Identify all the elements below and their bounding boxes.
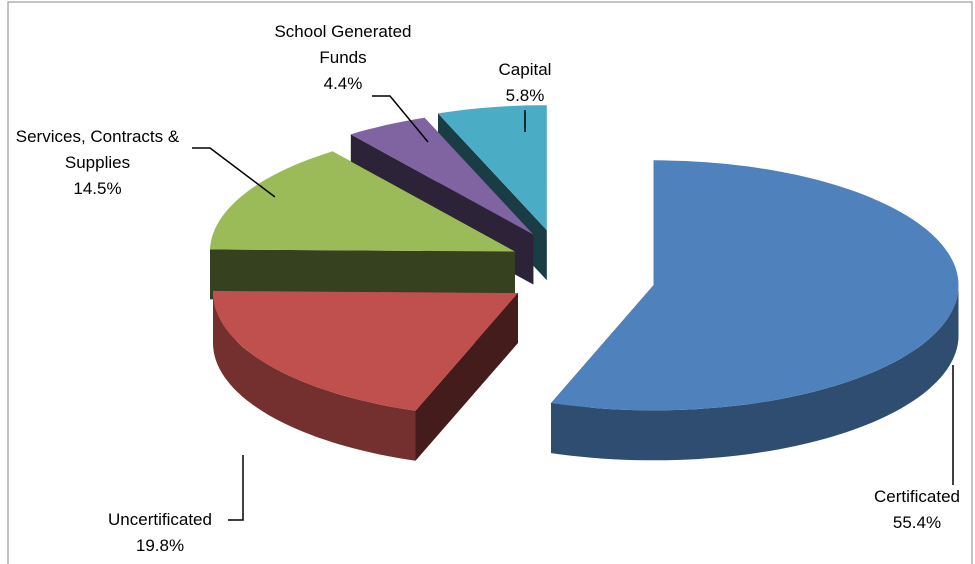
category-label: Capital [498, 60, 552, 79]
value-label: 4.4% [323, 74, 363, 93]
category-label: School Generated Funds [274, 22, 412, 67]
slice [350, 117, 534, 235]
data-label: School Generated Funds 4.4% [253, 19, 433, 97]
slice [213, 290, 518, 411]
value-label: 5.8% [505, 86, 545, 105]
data-label: Capital 5.8% [455, 57, 595, 109]
leader-line [372, 95, 429, 143]
slice-side [551, 285, 959, 461]
chart-frame [7, 1, 973, 564]
value-label: 14.5% [73, 179, 122, 198]
data-label: Services, Contracts & Supplies 14.5% [5, 124, 190, 202]
leader-line [192, 147, 276, 198]
category-label: Certificated [874, 487, 960, 506]
slice [210, 151, 515, 252]
data-label: Certificated 55.4% [842, 484, 975, 536]
slice [551, 160, 959, 411]
category-label: Services, Contracts & Supplies [15, 127, 180, 172]
data-label: Uncertificated 19.8% [60, 507, 260, 559]
leader-line [228, 455, 244, 521]
slice [438, 105, 547, 231]
value-label: 55.4% [892, 513, 942, 532]
slice-side [213, 293, 416, 461]
pie [210, 105, 959, 461]
value-label: 19.8% [135, 536, 185, 555]
slice-side [210, 249, 515, 302]
category-label: Uncertificated [108, 510, 212, 529]
